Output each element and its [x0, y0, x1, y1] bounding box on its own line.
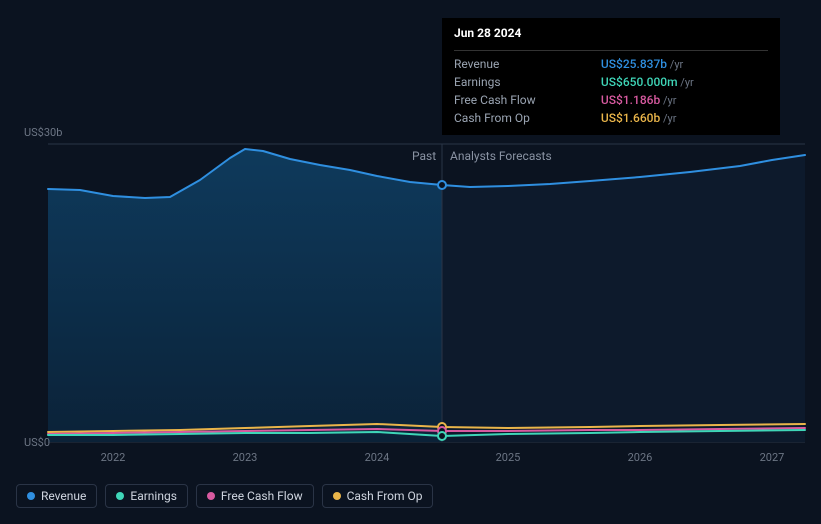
tooltip-row-label: Earnings [454, 73, 601, 91]
tooltip-row: Free Cash FlowUS$1.186b /yr [454, 91, 768, 109]
svg-text:Past: Past [412, 149, 436, 163]
svg-text:2027: 2027 [760, 451, 785, 464]
svg-text:2023: 2023 [233, 451, 258, 464]
legend: Revenue Earnings Free Cash Flow Cash From O… [16, 484, 433, 508]
legend-swatch [27, 492, 35, 500]
tooltip-date: Jun 28 2024 [454, 26, 768, 46]
tooltip-table: RevenueUS$25.837b /yrEarningsUS$650.000m… [454, 55, 768, 127]
svg-text:2022: 2022 [101, 451, 126, 464]
svg-text:US$0: US$0 [24, 436, 50, 449]
legend-label: Earnings [130, 489, 177, 503]
legend-swatch [116, 492, 124, 500]
forecast-area [442, 155, 805, 442]
tooltip-row-value: US$1.660b /yr [601, 109, 768, 127]
past-area [48, 149, 442, 442]
marker-earnings [438, 432, 446, 440]
legend-item-cash_from_op[interactable]: Cash From Op [322, 484, 434, 508]
legend-item-revenue[interactable]: Revenue [16, 484, 97, 508]
svg-text:Analysts Forecasts: Analysts Forecasts [450, 149, 552, 163]
tooltip-row: RevenueUS$25.837b /yr [454, 55, 768, 73]
marker-revenue [438, 181, 446, 189]
tooltip-row-label: Free Cash Flow [454, 91, 601, 109]
tooltip-row-value: US$1.186b /yr [601, 91, 768, 109]
tooltip-row-label: Revenue [454, 55, 601, 73]
svg-text:2024: 2024 [365, 451, 390, 464]
tooltip-row: Cash From OpUS$1.660b /yr [454, 109, 768, 127]
svg-text:US$30b: US$30b [24, 126, 62, 139]
legend-swatch [207, 492, 215, 500]
svg-text:2025: 2025 [496, 451, 521, 464]
chart-tooltip: Jun 28 2024 RevenueUS$25.837b /yrEarning… [442, 18, 780, 135]
legend-swatch [333, 492, 341, 500]
legend-item-free_cash_flow[interactable]: Free Cash Flow [196, 484, 314, 508]
tooltip-row-value: US$650.000m /yr [601, 73, 768, 91]
tooltip-row-label: Cash From Op [454, 109, 601, 127]
legend-label: Free Cash Flow [221, 489, 303, 503]
svg-text:2026: 2026 [628, 451, 653, 464]
tooltip-row: EarningsUS$650.000m /yr [454, 73, 768, 91]
tooltip-divider [454, 50, 768, 51]
legend-item-earnings[interactable]: Earnings [105, 484, 188, 508]
tooltip-row-value: US$25.837b /yr [601, 55, 768, 73]
legend-label: Cash From Op [347, 489, 423, 503]
legend-label: Revenue [41, 489, 86, 503]
